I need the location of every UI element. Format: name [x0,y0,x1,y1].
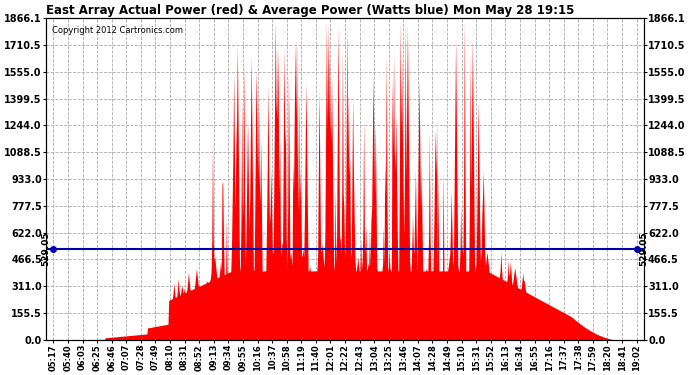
Text: Copyright 2012 Cartronics.com: Copyright 2012 Cartronics.com [52,26,183,35]
Text: 529.05: 529.05 [640,231,649,266]
Text: 529.05: 529.05 [41,231,50,266]
Text: East Array Actual Power (red) & Average Power (Watts blue) Mon May 28 19:15: East Array Actual Power (red) & Average … [46,4,575,17]
